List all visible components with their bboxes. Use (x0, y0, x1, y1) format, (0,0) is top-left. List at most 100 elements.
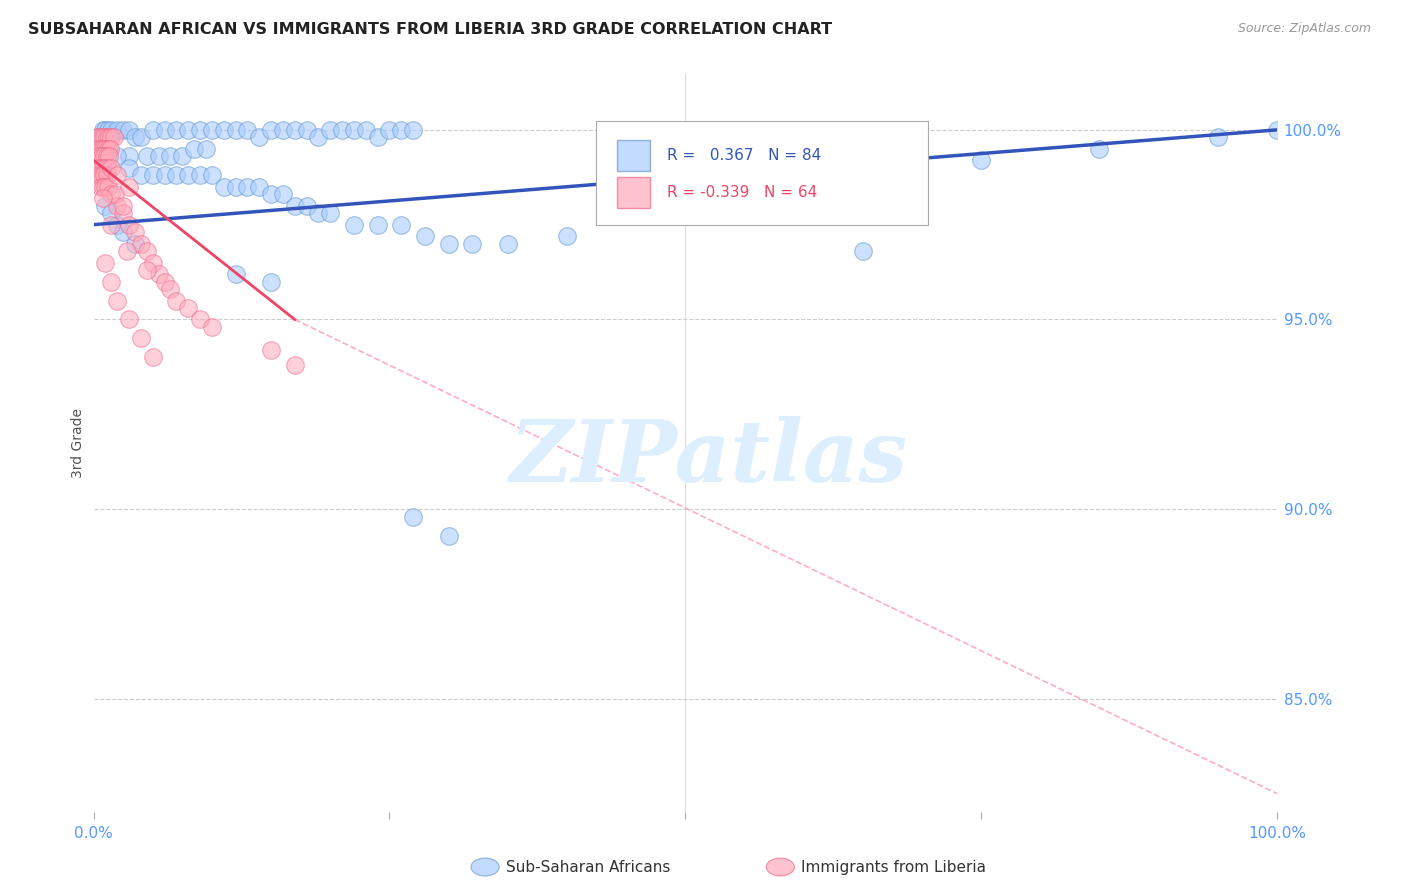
Point (87, 161, 110, 175)
Point (98, 142, 121, 156)
Point (260, 123, 283, 137)
Point (354, 123, 377, 137)
Point (153, 275, 176, 289)
Point (284, 358, 307, 372)
Point (97, 161, 120, 175)
Point (159, 282, 181, 296)
Point (104, 187, 127, 202)
Point (124, 130, 146, 145)
Point (195, 142, 218, 156)
Point (97, 149, 120, 163)
Point (93, 149, 115, 163)
Y-axis label: 3rd Grade: 3rd Grade (72, 408, 86, 478)
Point (97, 179, 120, 194)
Point (225, 123, 247, 137)
Point (271, 187, 294, 202)
Point (142, 169, 165, 183)
Point (86, 130, 108, 145)
Point (437, 528, 460, 542)
Point (90, 169, 112, 183)
Point (118, 161, 141, 175)
Point (148, 267, 170, 281)
Point (105, 149, 128, 163)
Point (402, 123, 425, 137)
Point (118, 179, 141, 194)
Point (201, 169, 224, 183)
Point (970, 153, 993, 168)
Point (172, 149, 194, 163)
Point (87, 142, 110, 156)
Point (142, 351, 165, 365)
Point (94, 161, 117, 175)
Point (212, 179, 235, 194)
Point (148, 149, 170, 163)
Point (378, 123, 401, 137)
Point (93, 130, 115, 145)
Point (236, 179, 259, 194)
Point (165, 123, 187, 137)
Text: Source: ZipAtlas.com: Source: ZipAtlas.com (1237, 22, 1371, 36)
Point (225, 179, 247, 194)
Point (118, 312, 141, 326)
Point (343, 218, 366, 232)
Point (153, 169, 176, 183)
Point (177, 301, 200, 315)
Point (260, 275, 283, 289)
Point (367, 130, 389, 145)
FancyBboxPatch shape (617, 177, 650, 208)
Point (135, 149, 157, 163)
Point (367, 218, 389, 232)
Point (89, 149, 111, 163)
Point (129, 331, 152, 345)
Point (105, 218, 128, 232)
Point (100, 206, 122, 220)
Text: Sub-Saharan Africans: Sub-Saharan Africans (506, 860, 671, 874)
Point (112, 123, 135, 137)
Point (100, 275, 122, 289)
Point (225, 267, 247, 281)
Point (100, 130, 122, 145)
Point (1088, 142, 1111, 156)
Point (135, 263, 157, 277)
Point (112, 225, 135, 239)
Point (142, 123, 165, 137)
Point (96, 169, 118, 183)
Point (389, 218, 412, 232)
Point (295, 123, 318, 137)
FancyBboxPatch shape (596, 121, 928, 225)
Point (852, 244, 875, 259)
Point (90, 179, 112, 194)
Point (389, 123, 412, 137)
Point (105, 169, 128, 183)
Point (112, 199, 135, 213)
Point (260, 343, 283, 357)
Point (343, 123, 366, 137)
Point (295, 199, 318, 213)
Point (89, 130, 111, 145)
Point (188, 123, 211, 137)
Point (112, 206, 135, 220)
Text: R =   0.367   N = 84: R = 0.367 N = 84 (668, 147, 821, 162)
Text: SUBSAHARAN AFRICAN VS IMMIGRANTS FROM LIBERIA 3RD GRADE CORRELATION CHART: SUBSAHARAN AFRICAN VS IMMIGRANTS FROM LI… (28, 22, 832, 37)
Point (91, 142, 114, 156)
Point (100, 187, 122, 202)
Point (94, 123, 117, 137)
Point (284, 199, 307, 213)
Point (129, 236, 152, 251)
FancyBboxPatch shape (617, 139, 650, 170)
Point (90, 149, 112, 163)
Point (247, 179, 270, 194)
Point (100, 161, 122, 175)
Point (96, 130, 118, 145)
Point (94, 255, 117, 269)
Point (97, 123, 120, 137)
Point (159, 149, 181, 163)
Point (93, 169, 115, 183)
Point (94, 142, 117, 156)
Point (118, 149, 141, 163)
Point (319, 206, 342, 220)
Point (201, 320, 224, 334)
Text: Immigrants from Liberia: Immigrants from Liberia (801, 860, 987, 874)
Point (94, 179, 117, 194)
Point (135, 244, 157, 259)
